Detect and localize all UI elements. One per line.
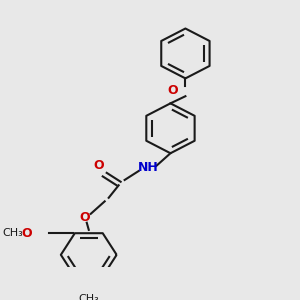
Text: O: O bbox=[93, 159, 104, 172]
Text: O: O bbox=[80, 211, 90, 224]
Text: O: O bbox=[167, 84, 178, 98]
Text: CH₃: CH₃ bbox=[78, 294, 99, 300]
Text: CH₃: CH₃ bbox=[3, 228, 23, 238]
Text: O: O bbox=[22, 227, 32, 240]
Text: NH: NH bbox=[138, 161, 159, 174]
